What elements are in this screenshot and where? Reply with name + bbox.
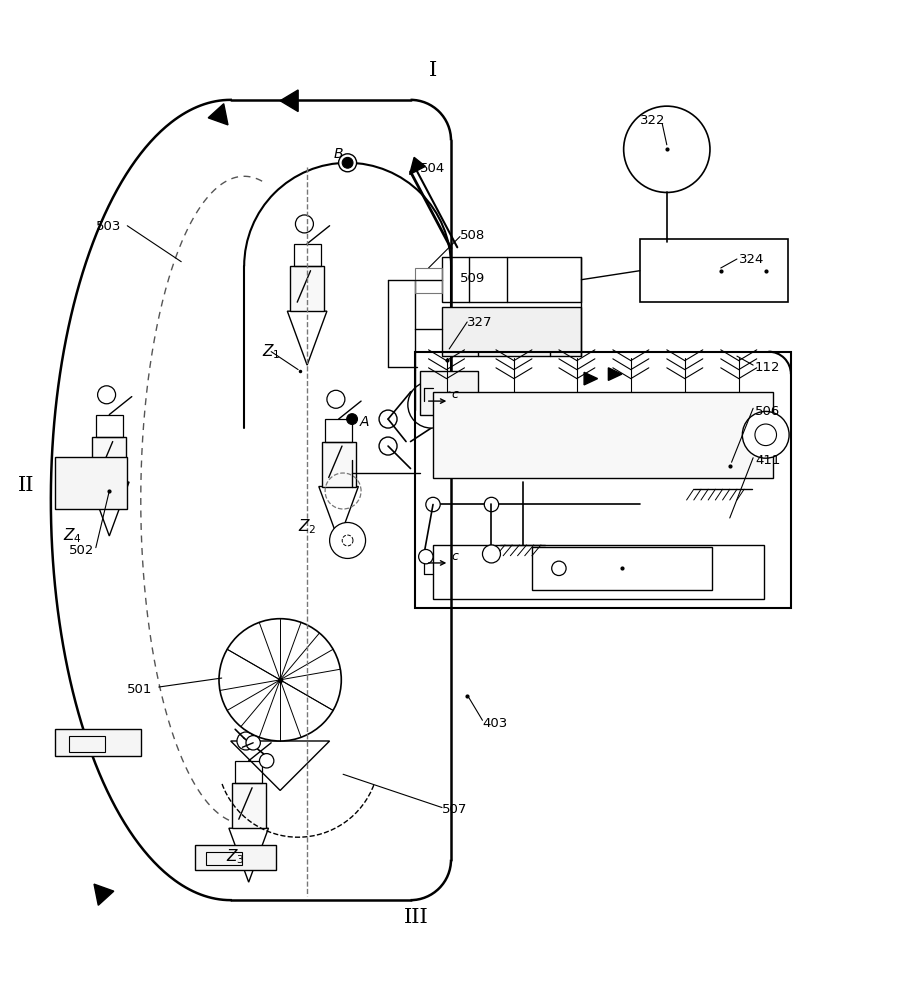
Circle shape (379, 410, 397, 428)
Bar (415, 352, 791, 608)
Text: 327: 327 (467, 316, 492, 329)
Text: I: I (428, 61, 437, 80)
Polygon shape (410, 157, 426, 174)
Bar (96, 415, 123, 437)
Bar (290, 266, 324, 311)
Bar (92, 437, 126, 482)
Circle shape (379, 437, 397, 455)
Bar (69, 736, 105, 752)
Text: 506: 506 (755, 405, 780, 418)
Text: 112: 112 (755, 361, 780, 374)
Polygon shape (94, 884, 114, 905)
Circle shape (237, 732, 255, 750)
Bar (433, 545, 764, 599)
Text: 403: 403 (483, 717, 508, 730)
Polygon shape (584, 372, 597, 385)
Text: $Z_4$: $Z_4$ (62, 526, 81, 545)
Bar (415, 268, 442, 293)
Circle shape (327, 390, 345, 408)
Circle shape (408, 381, 455, 428)
Text: 411: 411 (755, 454, 780, 467)
Bar (232, 783, 266, 828)
Text: B: B (334, 147, 344, 161)
Text: 322: 322 (640, 114, 666, 127)
Circle shape (426, 497, 440, 512)
Bar (325, 419, 352, 442)
Text: A: A (359, 415, 369, 429)
Text: $Z_3$: $Z_3$ (226, 847, 244, 866)
Text: c: c (451, 388, 458, 401)
Circle shape (623, 106, 710, 192)
Circle shape (246, 736, 261, 750)
Text: II: II (17, 476, 34, 495)
Circle shape (219, 619, 341, 741)
Text: 503: 503 (96, 220, 121, 233)
Polygon shape (281, 90, 299, 112)
Bar (55, 729, 141, 756)
Circle shape (742, 411, 789, 458)
Circle shape (296, 215, 313, 233)
Polygon shape (208, 104, 228, 125)
Circle shape (338, 154, 356, 172)
Bar (442, 257, 582, 302)
Circle shape (342, 157, 353, 168)
Text: 508: 508 (460, 229, 485, 242)
Bar (442, 307, 582, 356)
Circle shape (419, 549, 433, 564)
Text: $Z_1$: $Z_1$ (262, 342, 281, 361)
Bar (294, 244, 320, 266)
Circle shape (97, 386, 115, 404)
Circle shape (484, 497, 499, 512)
Bar (207, 852, 243, 865)
Text: 501: 501 (127, 683, 152, 696)
Text: 504: 504 (419, 162, 445, 175)
Text: III: III (404, 908, 429, 927)
Text: 509: 509 (460, 272, 485, 285)
Text: 324: 324 (739, 253, 764, 266)
Bar (640, 239, 788, 302)
Text: c: c (451, 550, 458, 563)
Circle shape (260, 754, 274, 768)
Bar (55, 457, 127, 509)
Polygon shape (608, 368, 621, 380)
Bar (532, 547, 712, 590)
Bar (433, 392, 773, 478)
Circle shape (483, 545, 501, 563)
Circle shape (755, 424, 777, 446)
Text: 507: 507 (442, 803, 467, 816)
Bar (321, 442, 355, 487)
Bar (235, 761, 262, 783)
Bar (419, 371, 478, 415)
Text: $Z_2$: $Z_2$ (299, 517, 317, 536)
Text: 502: 502 (69, 544, 94, 557)
Bar (195, 845, 276, 870)
Circle shape (552, 561, 566, 576)
Circle shape (329, 522, 365, 558)
Circle shape (346, 414, 357, 424)
